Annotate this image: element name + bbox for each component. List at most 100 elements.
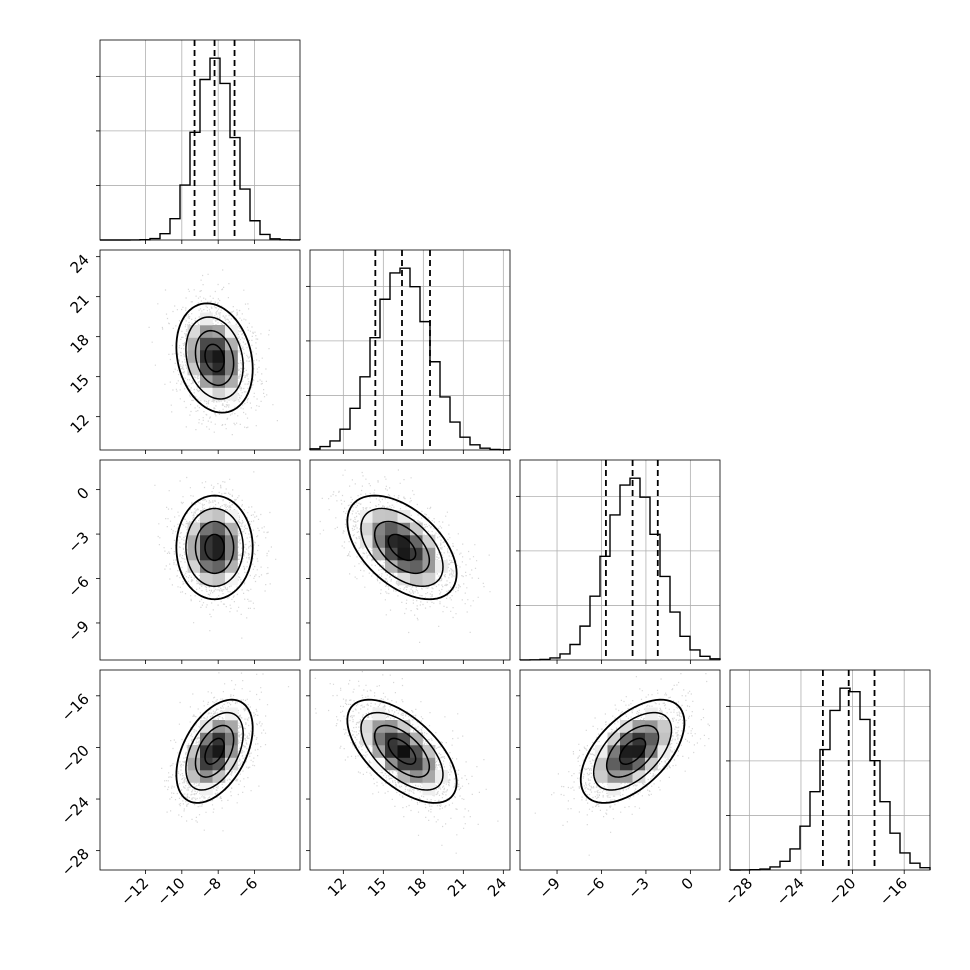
contours [175, 302, 254, 414]
panel-frame [99, 669, 301, 871]
density-block [385, 560, 398, 573]
contour-line [175, 494, 254, 601]
contour-line [204, 343, 225, 373]
density-block [200, 337, 213, 351]
density-block [410, 560, 423, 573]
density-block [200, 720, 213, 733]
histogram-step [309, 267, 511, 451]
density-block [225, 547, 238, 561]
density-block [645, 745, 658, 758]
density-block [657, 720, 671, 733]
density-block [212, 572, 226, 586]
contour-line [194, 724, 235, 778]
contour-line [185, 711, 244, 791]
grid-lines [730, 670, 930, 870]
density-block [595, 757, 608, 771]
density-block [200, 757, 213, 771]
density-block [595, 745, 608, 758]
density-block [187, 770, 201, 783]
histogram-step [729, 687, 931, 871]
density-block [645, 707, 658, 721]
density-block [360, 732, 373, 746]
density-block [225, 522, 238, 536]
density-block [620, 720, 633, 733]
contour-line [618, 737, 647, 765]
density-block [397, 732, 411, 746]
density-block [372, 707, 386, 721]
density-block [212, 522, 226, 536]
density-block [225, 720, 238, 733]
panel-frame [519, 459, 721, 661]
panel-frame [99, 39, 301, 241]
density-block [200, 732, 213, 746]
density-block [200, 312, 213, 326]
contour-line [373, 520, 431, 575]
density-block [225, 362, 238, 376]
histogram-step [519, 477, 721, 661]
histogram-panel-0 [96, 39, 301, 244]
density-block [410, 535, 423, 548]
contour-line [373, 724, 431, 778]
density-block [410, 732, 423, 746]
histogram-panel-2 [516, 459, 721, 664]
scatter-panel-3-1: 12 15 18 21 24 [306, 669, 511, 900]
density-block [435, 560, 448, 573]
grid-lines [310, 250, 510, 450]
contour-line [204, 533, 225, 562]
panel-frame [99, 249, 301, 451]
density-block [410, 745, 423, 758]
density-block [595, 770, 608, 783]
density-block [360, 720, 373, 733]
density-block [422, 572, 436, 586]
density-block [607, 757, 621, 771]
density-block [385, 535, 398, 548]
contour-line [592, 711, 673, 791]
sample-points [154, 471, 277, 639]
density-block [397, 535, 411, 548]
panel-frame [309, 459, 511, 661]
density-block [645, 732, 658, 746]
density-block [187, 350, 201, 363]
density-block [620, 770, 633, 783]
contour-line [194, 329, 235, 387]
density-block [372, 510, 386, 523]
density-block [435, 770, 448, 783]
density-block [212, 510, 226, 523]
density-block [410, 572, 423, 586]
density-block [397, 522, 411, 536]
histogram-panel-1 [306, 249, 511, 454]
contour-line [175, 302, 254, 414]
contour-line [579, 698, 686, 804]
density-block [607, 782, 621, 796]
scatter-panel-3-2: −9 −6 −3 0 [516, 669, 721, 902]
density-block [422, 770, 436, 783]
contour-line [360, 711, 444, 791]
contours [175, 494, 254, 601]
density-block [212, 560, 226, 573]
density-block [410, 522, 423, 536]
panel-frame [519, 669, 721, 871]
density-block [397, 770, 411, 783]
density-block [225, 375, 238, 388]
contour-line [605, 724, 660, 778]
panel-frame [309, 669, 511, 871]
density-block [607, 745, 621, 758]
density-block [360, 522, 373, 536]
density-block [385, 510, 398, 523]
density-block [212, 325, 226, 338]
density-block [187, 757, 201, 771]
density-block [187, 535, 201, 548]
contour-line [360, 507, 444, 588]
contours [175, 698, 254, 804]
density-block [422, 782, 436, 796]
density-block [372, 522, 386, 536]
panel-frame [99, 459, 301, 661]
density-block [200, 560, 213, 573]
density-block [385, 522, 398, 536]
density-block [410, 757, 423, 771]
panel-frame [729, 669, 931, 871]
contours [346, 494, 458, 601]
density-block [397, 572, 411, 586]
density-block [187, 547, 201, 561]
